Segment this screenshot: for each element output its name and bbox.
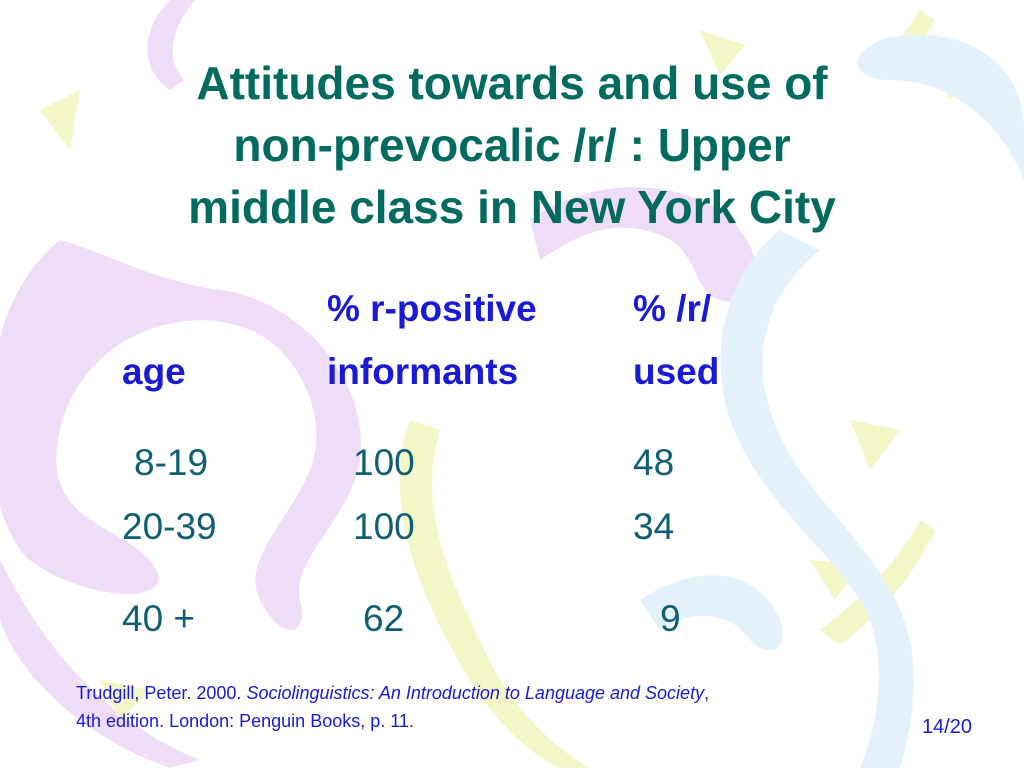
column-header-r-positive-line-1: % r-positive: [327, 288, 537, 329]
column-header-r-used-line-1: % /r/: [633, 288, 712, 329]
purple-swirl-ribbon: [147, 0, 195, 90]
table-cell-age: 20-39: [122, 506, 217, 547]
citation-author-year: Trudgill, Peter. 2000.: [76, 683, 247, 703]
column-header-age: age: [122, 351, 186, 392]
table-cell-r-used: 34: [633, 506, 675, 547]
purple-swirl-ribbon: [530, 187, 758, 302]
yellow-triangle: [40, 90, 80, 150]
slide-title-line-3: middle class in New York City: [188, 181, 836, 233]
page-number: 14/20: [921, 716, 972, 738]
yellow-triangle: [100, 680, 150, 720]
blue-swirl-ribbon: [720, 230, 914, 768]
table-cell-r-positive: 62: [363, 598, 405, 639]
yellow-triangle: [700, 30, 745, 75]
table-cell-r-positive: 100: [353, 442, 415, 483]
blue-swirl-ribbon: [640, 575, 783, 651]
slide-title: Attitudes towards and use of non-prevoca…: [60, 52, 964, 238]
slide-title-line-1: Attitudes towards and use of: [196, 57, 828, 109]
blue-swirl-ribbon: [857, 34, 1024, 181]
purple-swirl-ribbon: [0, 560, 200, 768]
citation-line-2: 4th edition. London: Penguin Books, p. 1…: [76, 711, 414, 731]
table-cell-r-used: 9: [660, 598, 681, 639]
citation: Trudgill, Peter. 2000. Sociolinguistics:…: [76, 679, 709, 735]
citation-line-1: Trudgill, Peter. 2000. Sociolinguistics:…: [76, 679, 709, 707]
yellow-triangle: [850, 420, 900, 470]
citation-book-title: Sociolinguistics: An Introduction to Lan…: [246, 683, 705, 703]
table-cell-age: 8-19: [134, 442, 209, 483]
table-cell-r-positive: 100: [353, 506, 415, 547]
purple-swirl-ribbon: [0, 240, 361, 630]
table-cell-age: 40 +: [122, 598, 196, 639]
column-header-r-used-line-2: used: [633, 351, 720, 392]
table-cell-r-used: 48: [633, 442, 675, 483]
slide-title-line-2: non-prevocalic /r/ : Upper: [233, 119, 791, 171]
column-header-r-positive-line-2: informants: [327, 351, 519, 392]
citation-comma: ,: [704, 683, 710, 703]
yellow-swirl-ribbon: [399, 420, 590, 768]
